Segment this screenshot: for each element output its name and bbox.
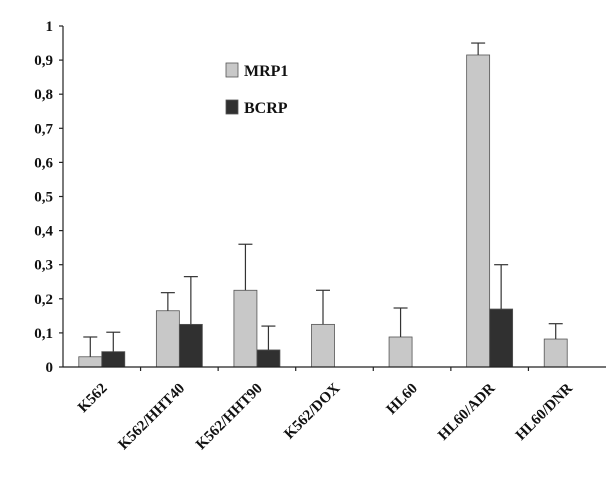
- bar-mrp1-hl60-adr: [467, 55, 490, 367]
- y-tick-label: 0,3: [34, 258, 53, 274]
- x-category-label: HL60/ADR: [435, 380, 498, 443]
- y-tick-label: 1: [46, 19, 54, 35]
- x-axis-labels: K562 K562/HHT40 K562/HHT90 K562/DOX HL60 HL60…: [75, 380, 576, 453]
- x-category-label: HL60: [384, 381, 421, 418]
- bar-bcrp-k562-hht40: [179, 324, 202, 367]
- x-category-label: HL60/DNR: [513, 380, 576, 443]
- bar-bcrp-k562: [102, 352, 125, 367]
- bar-mrp1-k562-dox: [312, 324, 335, 367]
- bar-mrp1-k562: [79, 357, 102, 367]
- legend-swatch-bcrp: [226, 100, 238, 114]
- x-category-label: K562/HHT40: [116, 381, 189, 454]
- y-tick-label: 0,4: [34, 224, 53, 240]
- y-tick-label: 0,7: [34, 121, 53, 137]
- bar-bcrp-k562-hht90: [257, 350, 280, 367]
- bar-mrp1-k562-hht40: [156, 311, 179, 367]
- bar-mrp1-k562-hht90: [234, 290, 257, 367]
- y-tick-label: 0,6: [34, 155, 53, 171]
- x-category-label: K562/HHT90: [193, 381, 266, 454]
- legend-label-mrp1: MRP1: [244, 63, 288, 80]
- y-tick-label: 0,5: [34, 190, 53, 206]
- y-tick-label: 0,8: [34, 87, 53, 103]
- x-category-label: K562: [75, 381, 110, 416]
- legend-swatch-mrp1: [226, 63, 238, 77]
- bar-mrp1-hl60: [389, 337, 412, 367]
- bar-bcrp-hl60-adr: [490, 309, 513, 367]
- y-tick-label: 0,1: [34, 326, 53, 342]
- y-axis-ticks: 0 0,1 0,2 0,3 0,4 0,5 0,6 0,7 0,8 0,9 1: [34, 19, 63, 376]
- bar-mrp1-hl60-dnr: [544, 339, 567, 367]
- legend-label-bcrp: BCRP: [244, 100, 288, 117]
- y-tick-label: 0,9: [34, 53, 53, 69]
- x-category-label: K562/DOX: [281, 380, 343, 442]
- y-tick-label: 0: [46, 360, 54, 376]
- y-tick-label: 0,2: [34, 292, 53, 308]
- legend: MRP1 BCRP: [226, 63, 288, 117]
